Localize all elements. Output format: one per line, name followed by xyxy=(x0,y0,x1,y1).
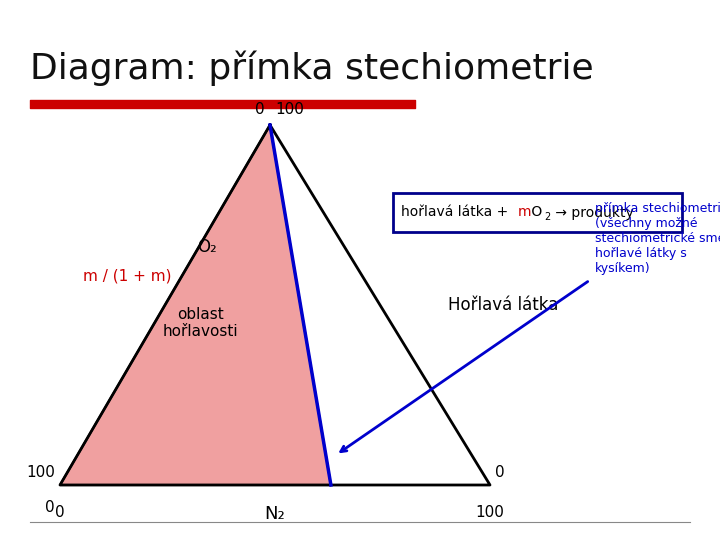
Text: 100: 100 xyxy=(26,465,55,480)
Text: Diagram: přímka stechiometrie: Diagram: přímka stechiometrie xyxy=(30,50,593,85)
Text: m: m xyxy=(518,206,531,219)
Text: O: O xyxy=(527,206,542,219)
Text: N₂: N₂ xyxy=(265,505,285,523)
Text: oblast
hořlavosti: oblast hořlavosti xyxy=(163,307,238,339)
Text: 0: 0 xyxy=(256,102,265,117)
Text: m / (1 + m): m / (1 + m) xyxy=(84,269,172,284)
Text: 0: 0 xyxy=(45,500,55,515)
Text: 100: 100 xyxy=(275,102,304,117)
Text: → produkty: → produkty xyxy=(551,206,634,219)
Text: přímka stechiometrie
(všechny možné
stechiometrické směsi
hořlavé látky s
kysíke: přímka stechiometrie (všechny možné stec… xyxy=(595,202,720,275)
Text: hořlavá látka +: hořlavá látka + xyxy=(401,206,513,219)
Text: 2: 2 xyxy=(544,212,550,221)
FancyBboxPatch shape xyxy=(393,193,682,232)
Text: O₂: O₂ xyxy=(197,238,217,256)
Text: Hořlavá látka: Hořlavá látka xyxy=(449,296,559,314)
Text: 100: 100 xyxy=(476,505,505,520)
Text: 0: 0 xyxy=(55,505,65,520)
Text: 0: 0 xyxy=(495,465,505,480)
Polygon shape xyxy=(60,125,331,485)
